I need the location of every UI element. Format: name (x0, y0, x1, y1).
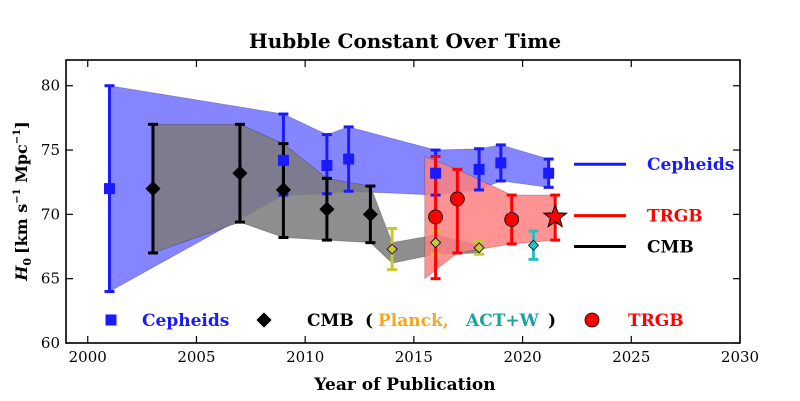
trgb-point (428, 209, 444, 225)
y-label-sup2: −1 (12, 129, 23, 144)
bottom-legend: Cepheids CMB (Planck, ACT+W) TRGB (142, 311, 684, 331)
bottom-legend-cmb-marker (256, 312, 272, 328)
cepheids-point (430, 167, 442, 179)
y-axis-ticks: 60 65 70 75 80 (41, 77, 740, 352)
confidence-bands (109, 85, 556, 293)
trgb-star-point (542, 203, 568, 228)
right-legend: Cepheids TRGB CMB (574, 155, 734, 258)
trgb-point (504, 212, 520, 227)
cepheids-point (473, 163, 485, 175)
y-label-close: ] (12, 121, 31, 129)
chart-title: Hubble Constant Over Time (249, 29, 561, 53)
bottom-legend-open-paren: ( (365, 311, 373, 331)
cmb-point (319, 201, 335, 217)
x-tick-label: 2010 (286, 348, 324, 366)
y-label-mpc: Mpc (12, 144, 31, 188)
x-axis-ticks: 2000 2005 2010 2015 2020 2025 2030 (69, 60, 759, 366)
y-tick-label: 70 (41, 205, 60, 223)
bottom-legend-cepheids-marker (105, 314, 117, 326)
x-tick-label: 2000 (69, 348, 107, 366)
trgb-point (449, 191, 465, 207)
bottom-legend-act-label: ACT+W (465, 311, 540, 331)
cepheids-point (543, 167, 555, 179)
y-label-sub: 0 (21, 258, 34, 266)
y-tick-label: 80 (41, 77, 60, 95)
cepheids-point (277, 154, 289, 166)
bottom-legend-planck-label: Planck, (378, 311, 449, 331)
bottom-legend-cepheids-label: Cepheids (142, 311, 229, 331)
y-tick-label: 75 (41, 141, 60, 159)
cepheids-point (343, 153, 355, 165)
x-tick-label: 2005 (177, 348, 215, 366)
bottom-legend-trgb-marker (584, 312, 600, 328)
x-axis-label: Year of Publication (313, 375, 495, 395)
cepheids-point (495, 157, 507, 169)
x-tick-label: 2020 (503, 348, 541, 366)
cepheids-point (103, 183, 115, 195)
legend-label-trgb: TRGB (647, 207, 703, 227)
cmb-point (362, 206, 378, 222)
y-label-sup1: −1 (12, 188, 23, 203)
act-point (527, 239, 540, 251)
y-tick-label: 60 (41, 334, 60, 352)
x-tick-label: 2015 (395, 348, 433, 366)
y-tick-label: 65 (41, 270, 60, 288)
y-axis-label: H0[km s−1 Mpc−1] (12, 121, 34, 281)
data-markers (103, 153, 600, 328)
legend-label-cmb: CMB (647, 238, 694, 258)
legend-label-cepheids: Cepheids (647, 155, 734, 175)
cmb-point (145, 181, 161, 197)
plot-frame (65, 59, 741, 344)
y-label-unit: [km s (12, 204, 31, 254)
bottom-legend-close-paren: ) (548, 311, 556, 331)
x-tick-label: 2025 (612, 348, 650, 366)
bottom-legend-trgb-label: TRGB (628, 311, 684, 331)
cepheids-point (321, 159, 333, 171)
planck-point (386, 243, 398, 255)
y-label-h: H (12, 265, 31, 282)
bottom-legend-cmb-label: CMB (307, 311, 354, 331)
planck-point (430, 237, 442, 249)
planck-point (473, 242, 485, 254)
cmb-point (275, 182, 291, 198)
x-tick-label: 2030 (721, 348, 759, 366)
cmb-point (232, 165, 248, 181)
